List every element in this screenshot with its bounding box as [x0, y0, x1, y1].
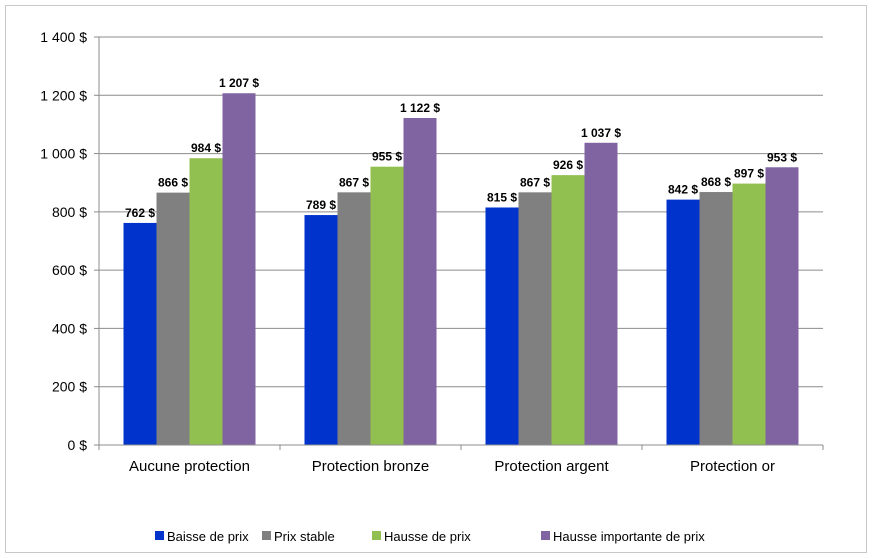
data-label: 815 $ — [487, 190, 517, 204]
data-labels: 762 $866 $984 $1 207 $789 $867 $955 $1 1… — [125, 76, 797, 220]
data-label: 867 $ — [339, 175, 369, 189]
bars — [123, 93, 799, 446]
bar — [699, 192, 733, 445]
data-label: 984 $ — [191, 141, 221, 155]
legend-swatch — [155, 531, 164, 540]
legend-swatch — [541, 531, 550, 540]
bar — [222, 93, 256, 445]
data-label: 789 $ — [306, 198, 336, 212]
data-label: 1 122 $ — [400, 101, 440, 115]
legend-swatch — [262, 531, 271, 540]
y-tick-label: 600 $ — [52, 262, 87, 278]
bar — [765, 167, 799, 446]
y-tick-label: 400 $ — [52, 320, 87, 336]
bar — [666, 199, 700, 445]
bar — [189, 158, 223, 445]
data-label: 866 $ — [158, 176, 188, 190]
y-tick-label: 1 400 $ — [40, 29, 87, 45]
bar — [123, 222, 157, 445]
bar — [156, 192, 190, 445]
data-label: 867 $ — [520, 175, 550, 189]
bar — [551, 175, 585, 445]
y-tick-label: 1 000 $ — [40, 146, 87, 162]
x-tick-label: Protection or — [690, 458, 775, 475]
y-tick-label: 200 $ — [52, 379, 87, 395]
y-tick-label: 0 $ — [68, 437, 88, 453]
x-tick-label: Aucune protection — [129, 458, 250, 475]
legend-entry: Hausse de prix — [384, 529, 471, 544]
data-label: 868 $ — [701, 175, 731, 189]
x-axis: Aucune protection Protection bronze Protec… — [98, 444, 824, 475]
y-tick-label: 800 $ — [52, 204, 87, 220]
legend-entry: Baisse de prix — [167, 529, 249, 544]
bar — [337, 192, 371, 445]
bar — [370, 166, 404, 445]
y-tick-label: 1 200 $ — [40, 87, 87, 103]
data-label: 762 $ — [125, 206, 155, 220]
data-label: 897 $ — [734, 167, 764, 181]
legend-entry: Hausse importante de prix — [553, 529, 705, 544]
data-label: 926 $ — [553, 158, 583, 172]
bar — [485, 207, 519, 445]
data-label: 842 $ — [668, 183, 698, 197]
bar — [403, 118, 437, 445]
x-tick-label: Protection argent — [494, 458, 609, 475]
data-label: 1 207 $ — [219, 76, 259, 90]
bar — [518, 192, 552, 445]
legend: Baisse de prix Prix stable Hausse de prix H… — [155, 529, 705, 544]
bar — [584, 142, 618, 445]
data-label: 953 $ — [767, 150, 797, 164]
y-axis-ticks: 0 $ 200 $ 400 $ 600 $ 800 $ 1 000 $ 1 200 $ 1 4… — [40, 29, 100, 453]
data-label: 1 037 $ — [581, 126, 621, 140]
bar — [732, 183, 766, 446]
data-label: 955 $ — [372, 150, 402, 164]
legend-entry: Prix stable — [274, 529, 335, 544]
legend-swatch — [372, 531, 381, 540]
bar — [304, 215, 338, 445]
x-tick-label: Protection bronze — [312, 458, 430, 475]
